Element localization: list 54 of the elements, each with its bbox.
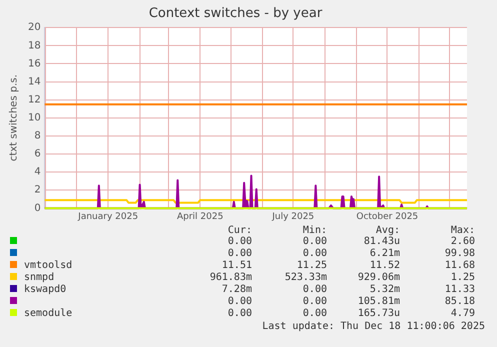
- text: 0.00: [302, 308, 327, 320]
- text: Max:: [450, 225, 475, 236]
- text: 4.79: [450, 308, 475, 320]
- y-tick-label: 6: [34, 148, 41, 160]
- legend-label: kswapd0: [23, 284, 68, 296]
- text: 165.73u: [356, 308, 400, 320]
- y-tick-label: 12: [28, 94, 41, 106]
- text: 0.00: [302, 236, 327, 248]
- y-axis-title: ctxt switches p.s.: [8, 74, 20, 162]
- text: Avg:: [374, 225, 400, 236]
- text: 11.33: [444, 284, 475, 296]
- text: 0.00: [226, 308, 252, 320]
- x-tick-label: January 2025: [77, 212, 138, 222]
- text: 99.98: [444, 248, 475, 260]
- legend-label: vmtoolsd: [23, 260, 74, 272]
- text: 523.33m: [284, 272, 327, 284]
- y-tick-label: 16: [28, 58, 41, 70]
- text: 11.25: [296, 260, 327, 272]
- chart-title: Context switches - by year: [148, 6, 323, 22]
- y-tick-label: 8: [34, 130, 41, 142]
- text: 7.28m: [220, 284, 252, 296]
- text: 0.00: [302, 296, 327, 308]
- legend-label: snmpd: [23, 272, 56, 284]
- text: 0.00: [302, 284, 327, 296]
- text: 0.00: [226, 248, 252, 260]
- x-tick-label: July 2025: [271, 212, 314, 222]
- x-tick-label: October 2025: [356, 212, 418, 222]
- y-tick-label: 2: [34, 184, 41, 196]
- text: 0.00: [226, 236, 252, 248]
- text: 0.00: [226, 296, 252, 308]
- text: 11.51: [220, 260, 252, 272]
- text: 961.83m: [208, 272, 252, 284]
- legend-label: semodule: [23, 308, 74, 320]
- y-tick-label: 10: [28, 112, 41, 124]
- text: 6.21m: [368, 248, 400, 260]
- text: 105.81m: [356, 296, 400, 308]
- text: 11.68: [444, 260, 475, 272]
- x-tick-label: April 2025: [176, 212, 224, 222]
- text: 929.06m: [356, 272, 400, 284]
- y-tick-label: 14: [28, 76, 41, 88]
- y-tick-label: 0: [34, 202, 41, 214]
- y-tick-label: 18: [28, 40, 41, 52]
- text: 81.43u: [362, 236, 400, 248]
- text: Cur:: [226, 225, 252, 236]
- y-tick-label: 4: [34, 166, 41, 178]
- y-tick-label: 20: [28, 22, 41, 34]
- text: 5.32m: [368, 284, 400, 296]
- text: Min:: [302, 225, 327, 236]
- text: 1.25: [450, 272, 475, 284]
- text: 11.52: [368, 260, 400, 272]
- text: Last update: Thu Dec 18 11:00:06 2025: [262, 321, 485, 332]
- text: 85.18: [444, 296, 475, 308]
- text: 2.60: [450, 236, 475, 248]
- text: 0.00: [302, 248, 327, 260]
